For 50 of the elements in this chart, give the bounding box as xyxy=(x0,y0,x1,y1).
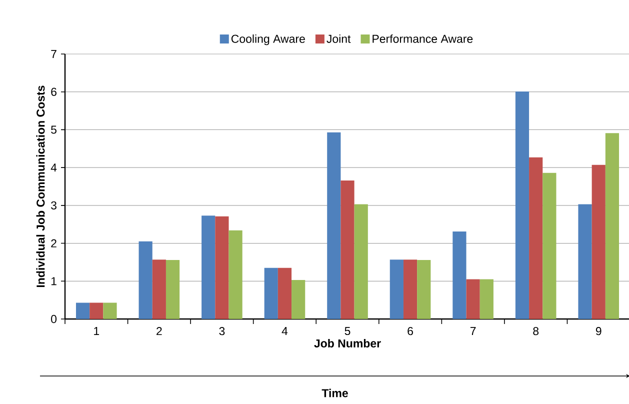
bar xyxy=(480,279,494,319)
x-tick-label: 7 xyxy=(470,327,476,335)
bar xyxy=(264,268,278,319)
bar xyxy=(592,164,606,319)
bar xyxy=(103,302,117,319)
bar xyxy=(390,260,404,319)
y-tick-label: 1 xyxy=(51,277,56,286)
y-tick-label: 5 xyxy=(51,126,56,134)
bar xyxy=(90,302,104,319)
bar xyxy=(403,260,418,319)
bar xyxy=(340,180,354,319)
legend-label: Performance Aware xyxy=(372,34,473,43)
bar xyxy=(228,230,242,319)
bar xyxy=(466,279,480,319)
x-tick-label: 5 xyxy=(344,327,350,336)
x-axis-title: Job Number xyxy=(314,339,381,348)
x-tick-label: 2 xyxy=(156,327,162,336)
bar xyxy=(215,216,229,319)
bar xyxy=(605,133,620,319)
bar xyxy=(166,260,180,319)
bar xyxy=(354,204,368,319)
bar xyxy=(452,232,466,319)
y-tick-label: 3 xyxy=(51,201,56,210)
legend-label: Joint xyxy=(326,34,351,43)
y-tick-label: 6 xyxy=(51,88,56,96)
bar xyxy=(417,260,431,319)
bar xyxy=(578,204,592,319)
legend-label: Cooling Aware xyxy=(231,34,305,46)
x-tick-label: 6 xyxy=(408,327,413,336)
bar xyxy=(76,302,90,319)
text: Time xyxy=(322,388,348,398)
x-tick-label: 9 xyxy=(596,327,602,336)
bar xyxy=(542,172,556,319)
bar xyxy=(292,280,306,319)
x-tick-label: 1 xyxy=(94,327,100,335)
y-tick-label: 7 xyxy=(51,50,56,58)
bar xyxy=(152,260,166,319)
bar xyxy=(138,241,152,319)
bar xyxy=(529,157,543,319)
y-tick-label: 4 xyxy=(50,164,57,172)
bar xyxy=(515,91,530,319)
bar xyxy=(278,268,292,319)
y-tick-label: 2 xyxy=(51,239,56,248)
bar xyxy=(327,132,341,319)
x-tick-label: 4 xyxy=(282,327,288,335)
bar xyxy=(202,216,216,319)
y-axis-title: Individual Job Communication Costs xyxy=(36,86,45,288)
x-tick-label: 3 xyxy=(219,327,225,336)
y-tick-label: 0 xyxy=(51,314,57,324)
x-tick-label: 8 xyxy=(533,327,539,336)
